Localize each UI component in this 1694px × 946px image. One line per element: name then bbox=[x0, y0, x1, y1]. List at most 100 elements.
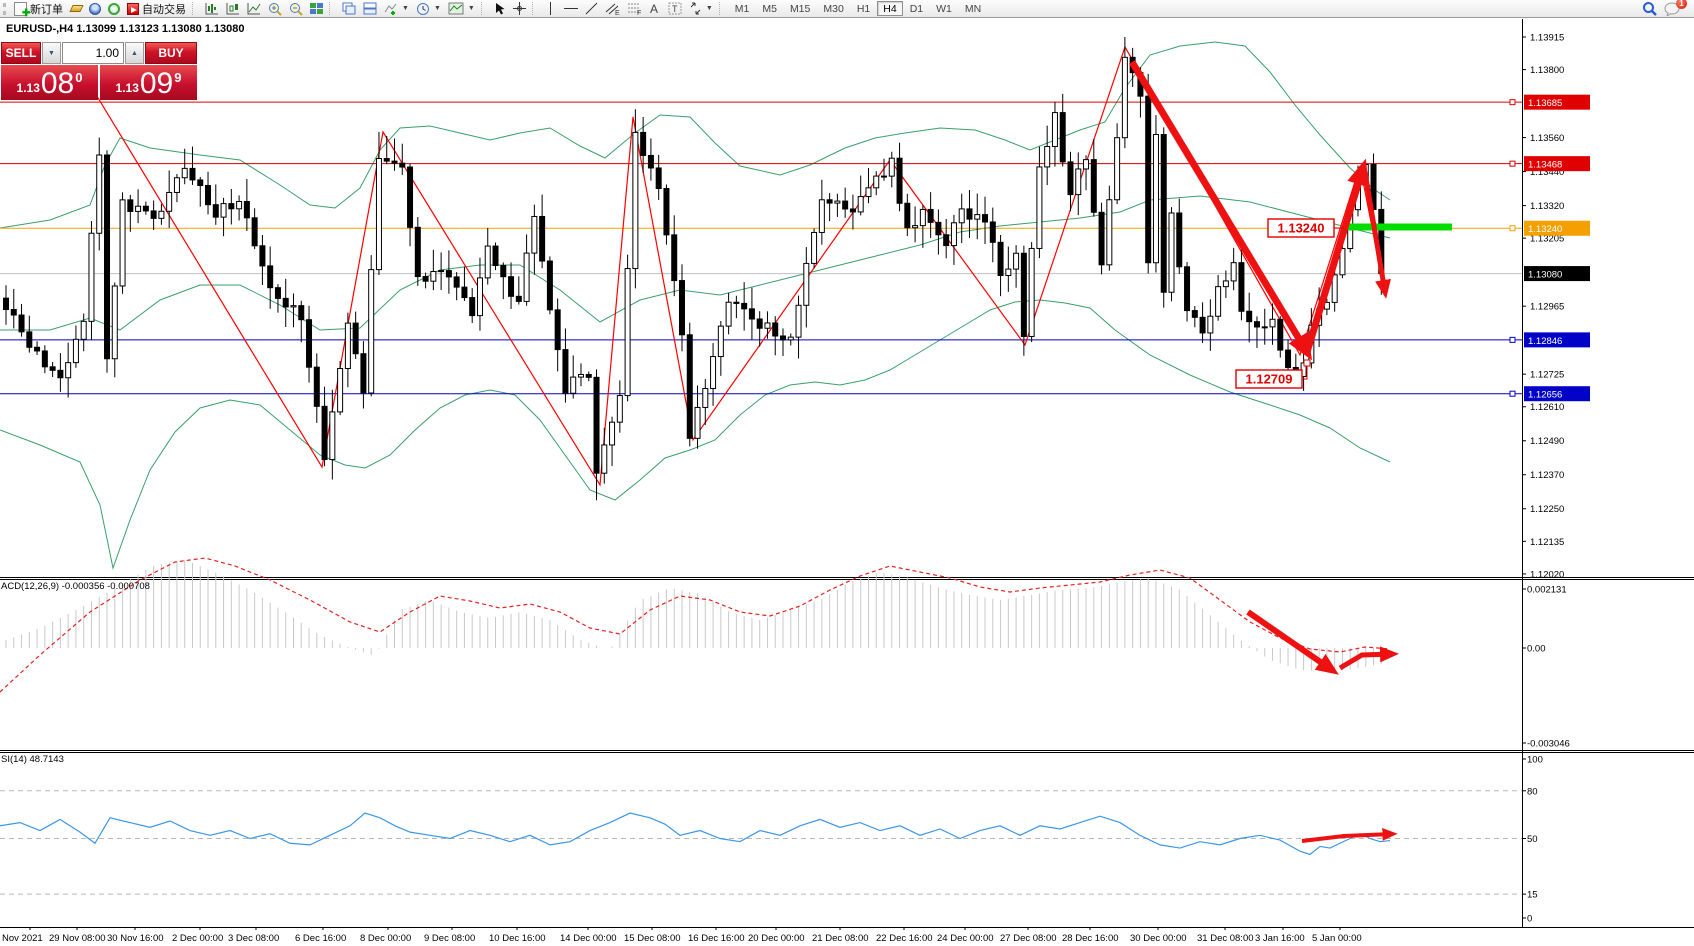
volume-decrease-button[interactable]: ▼ bbox=[42, 42, 61, 64]
broadcast-button[interactable] bbox=[105, 1, 123, 17]
level-anchor-square[interactable] bbox=[1509, 336, 1516, 343]
price-tick-label: 1.12370 bbox=[1530, 470, 1564, 481]
rsi-tick-label: 80 bbox=[1527, 786, 1538, 797]
add-indicator-button[interactable]: ▼ bbox=[381, 1, 412, 17]
zigzag-line[interactable] bbox=[91, 45, 1386, 487]
time-tick-label: 15 Dec 08:00 bbox=[624, 933, 681, 944]
panel-separator[interactable] bbox=[0, 577, 1694, 578]
rsi-line bbox=[0, 812, 1391, 856]
bar-chart-button[interactable] bbox=[202, 1, 222, 17]
text-tool-button[interactable]: A bbox=[646, 1, 664, 17]
time-tick-label: 24 Dec 00:00 bbox=[937, 933, 994, 944]
red-annotation-arrow[interactable] bbox=[1338, 646, 1399, 671]
tf-button-D1[interactable]: D1 bbox=[904, 1, 929, 16]
clock-icon bbox=[416, 2, 429, 15]
zoom-out-button[interactable] bbox=[286, 1, 306, 17]
panel-separator[interactable] bbox=[0, 579, 1694, 580]
tf-button-M5[interactable]: M5 bbox=[756, 1, 783, 16]
level-anchor-square[interactable] bbox=[1509, 390, 1516, 397]
search-button[interactable] bbox=[1639, 1, 1660, 17]
red-annotation-arrow[interactable] bbox=[1246, 609, 1339, 675]
tf-button-H1[interactable]: H1 bbox=[851, 1, 876, 16]
time-tick-label: 9 Dec 08:00 bbox=[424, 933, 475, 944]
search-icon bbox=[1643, 2, 1657, 16]
crosshair-tool-button[interactable] bbox=[510, 1, 529, 17]
fibonacci-tool-button[interactable]: F bbox=[624, 1, 645, 17]
panel-separator[interactable] bbox=[0, 752, 1694, 753]
price-badge-label: 1.12656 bbox=[1528, 390, 1562, 401]
vertical-line-tool-button[interactable] bbox=[542, 1, 560, 17]
svg-text:A: A bbox=[650, 2, 658, 15]
macd-indicator-label: ACD(12,26,9) -0.000356 -0.000708 bbox=[1, 581, 150, 592]
panel-separator[interactable] bbox=[0, 927, 1694, 928]
autotrading-button[interactable]: 自动交易 bbox=[124, 1, 189, 17]
publisher-button[interactable] bbox=[86, 1, 104, 17]
buy-button[interactable]: BUY bbox=[145, 42, 197, 64]
trend-line-tool-button[interactable] bbox=[582, 1, 601, 17]
level-anchor-square[interactable] bbox=[1509, 225, 1516, 232]
price-tag-text: 1.12709 bbox=[1246, 372, 1293, 387]
price-badge-label: 1.13468 bbox=[1528, 160, 1562, 171]
time-axis[interactable]: Nov 2021 29 Nov 08:00 30 Nov 16:00 2 Dec 00… bbox=[2, 927, 1362, 944]
period-button[interactable]: ▼ bbox=[413, 1, 444, 17]
tf-button-M30[interactable]: M30 bbox=[817, 1, 849, 16]
price-tag-anchor bbox=[1303, 359, 1311, 367]
tf-button-W1[interactable]: W1 bbox=[930, 1, 958, 16]
macd-tick-label: 0.00 bbox=[1527, 644, 1546, 655]
level-anchor-square[interactable] bbox=[1509, 160, 1516, 167]
equidistant-channel-tool-button[interactable]: E bbox=[602, 1, 623, 17]
text-label-tool-button[interactable]: T bbox=[665, 1, 685, 17]
time-tick-label: 16 Dec 16:00 bbox=[688, 933, 745, 944]
buy-price-pips: 09 bbox=[139, 67, 174, 100]
vertical-line-icon bbox=[550, 2, 552, 15]
buy-price-prefix: 1.13 bbox=[115, 81, 139, 95]
new-order-button[interactable]: ✚ 新订单 bbox=[11, 1, 66, 18]
time-tick-label: 28 Dec 16:00 bbox=[1062, 933, 1119, 944]
candle-chart-button[interactable] bbox=[223, 1, 243, 17]
buy-price-box[interactable]: 1.13 09 9 bbox=[100, 65, 197, 100]
zoom-in-button[interactable] bbox=[265, 1, 285, 17]
chart-ohlc-header: EURUSD-,H4 1.13099 1.13123 1.13080 1.130… bbox=[6, 23, 245, 35]
svg-text:F: F bbox=[637, 10, 641, 15]
cursor-tool-button[interactable] bbox=[491, 1, 509, 17]
red-annotation-arrow[interactable] bbox=[1301, 828, 1398, 843]
volume-increase-button[interactable]: ▲ bbox=[125, 42, 144, 64]
cascade-button[interactable] bbox=[339, 1, 359, 17]
price-tick-label: 1.13205 bbox=[1530, 234, 1564, 245]
tf-button-H4[interactable]: H4 bbox=[877, 1, 903, 16]
price-tick-label: 1.12250 bbox=[1530, 504, 1564, 515]
sell-button[interactable]: SELL bbox=[1, 42, 41, 64]
template-button[interactable]: ▼ bbox=[445, 1, 478, 17]
tf-button-M1[interactable]: M1 bbox=[729, 1, 756, 16]
volume-input[interactable] bbox=[62, 42, 124, 64]
tile-windows-button[interactable] bbox=[307, 1, 326, 17]
price-tick-label: 1.12490 bbox=[1530, 436, 1564, 447]
red-annotation-arrow[interactable] bbox=[1303, 158, 1369, 354]
tf-button-M15[interactable]: M15 bbox=[784, 1, 816, 16]
red-annotation-arrow[interactable] bbox=[1129, 60, 1313, 361]
bollinger-upper-band bbox=[0, 41, 1391, 229]
chat-button[interactable]: 1 bbox=[1661, 0, 1687, 17]
panel-separator[interactable] bbox=[0, 750, 1694, 751]
red-annotation-arrow[interactable] bbox=[1362, 171, 1391, 299]
price-tag-box[interactable] bbox=[1267, 218, 1335, 238]
price-tag-box[interactable] bbox=[1235, 369, 1303, 389]
broadcast-icon bbox=[108, 2, 120, 15]
trend-line-icon bbox=[585, 2, 598, 15]
level-anchor-square[interactable] bbox=[1509, 99, 1516, 106]
tile-horizontal-button[interactable] bbox=[360, 1, 380, 17]
toolbar-grip[interactable] bbox=[3, 2, 8, 15]
price-badge bbox=[1524, 332, 1590, 348]
tf-button-MN[interactable]: MN bbox=[959, 1, 987, 16]
autotrading-icon bbox=[127, 2, 139, 15]
price-tick-label: 1.12135 bbox=[1530, 537, 1564, 548]
line-chart-button[interactable] bbox=[244, 1, 264, 17]
price-badge bbox=[1524, 220, 1590, 236]
one-click-trading-panel: SELL ▼ ▲ BUY 1.13080 1.13099 bbox=[1, 42, 199, 100]
arrows-tool-button[interactable]: ▼ bbox=[686, 1, 716, 17]
horizontal-line-tool-button[interactable] bbox=[561, 1, 581, 17]
time-tick-label: 22 Dec 16:00 bbox=[876, 933, 933, 944]
sell-price-box[interactable]: 1.13 08 0 bbox=[1, 65, 98, 100]
time-tick-label: 6 Dec 16:00 bbox=[295, 933, 346, 944]
